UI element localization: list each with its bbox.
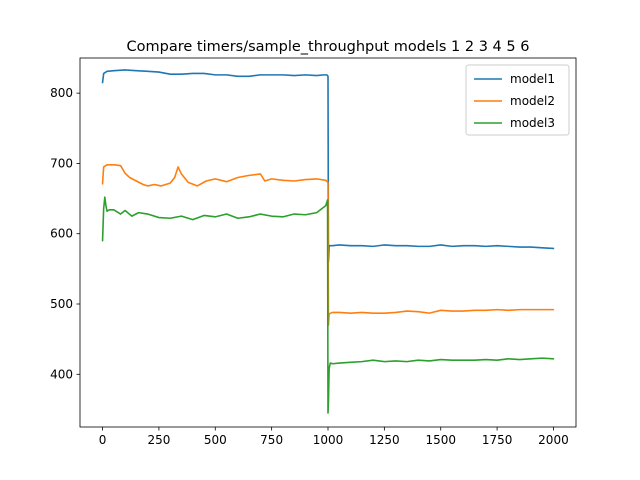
y-tick-label: 700 (50, 156, 73, 170)
y-tick-label: 800 (50, 86, 73, 100)
x-tick-label: 2000 (538, 433, 569, 447)
legend: model1 model2 model3 (465, 64, 570, 136)
x-tick-label: 750 (260, 433, 283, 447)
x-tick-label: 0 (99, 433, 107, 447)
y-tick-label: 400 (50, 367, 73, 381)
x-tick-label: 1500 (425, 433, 456, 447)
x-tick-label: 1000 (313, 433, 344, 447)
chart-title: Compare timers/sample_throughput models … (127, 39, 530, 55)
legend-label-model3: model3 (510, 116, 555, 130)
legend-label-model1: model1 (510, 72, 555, 86)
y-tick-label: 500 (50, 297, 73, 311)
series-line-model3 (101, 196, 555, 414)
x-tick-label: 1250 (369, 433, 400, 447)
series-line-model2 (101, 164, 555, 326)
series-line-model1 (101, 69, 555, 263)
x-tick-label: 1750 (482, 433, 513, 447)
legend-box (465, 64, 570, 136)
x-tick-label: 250 (147, 433, 170, 447)
legend-label-model2: model2 (510, 94, 555, 108)
series-layer (101, 69, 555, 414)
x-tick-label: 500 (204, 433, 227, 447)
y-tick-label: 600 (50, 227, 73, 241)
axes-layer: 0 250 500 750 1000 1250 1500 1750 2000 400 500 600 7… (50, 57, 577, 447)
